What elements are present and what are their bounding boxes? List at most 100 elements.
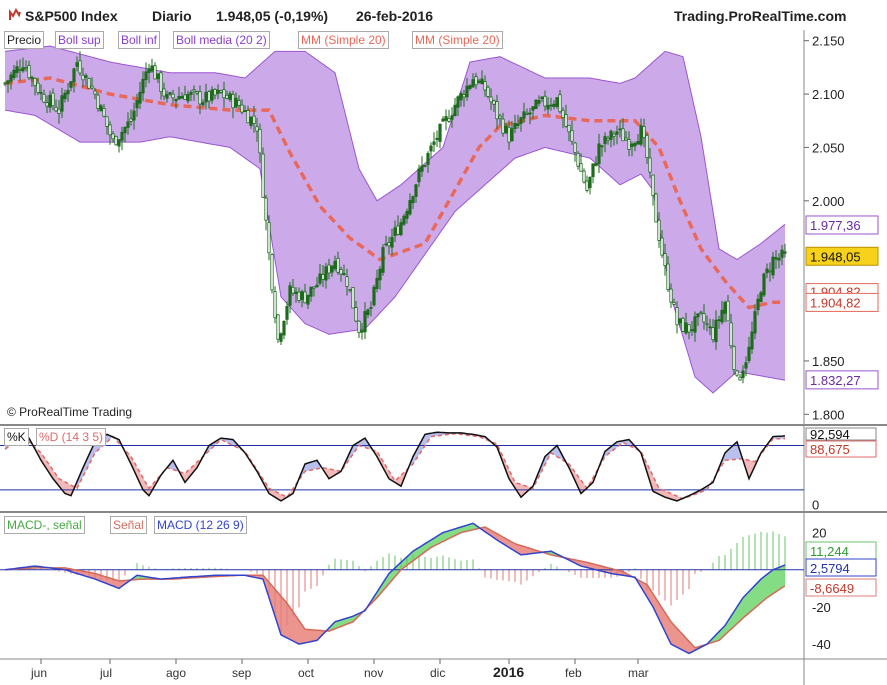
legend-d[interactable]: %D (14 3 5) xyxy=(36,428,107,446)
candle-body xyxy=(603,136,607,145)
macd-fill xyxy=(581,561,584,567)
legend-precio[interactable]: Precio xyxy=(4,31,45,49)
macd-fill xyxy=(269,582,272,607)
macd-fill xyxy=(284,599,287,638)
candle-body xyxy=(735,370,739,376)
candle-body xyxy=(567,124,571,133)
candle-body xyxy=(186,94,190,102)
macd-fill xyxy=(740,597,743,621)
macd-tag-label: 2,5794 xyxy=(810,561,850,576)
candle-body xyxy=(57,108,61,114)
candle-body xyxy=(492,100,496,105)
candle-body xyxy=(306,294,310,305)
candle-body xyxy=(174,98,178,102)
legend-macd[interactable]: MACD (12 26 9) xyxy=(154,516,247,534)
macd-fill xyxy=(608,567,611,574)
candle-body xyxy=(510,128,514,141)
candle-body xyxy=(321,274,325,280)
candle-body xyxy=(381,247,385,273)
candle-body xyxy=(297,291,301,302)
candle-body xyxy=(687,324,691,333)
legend-ma-1[interactable]: MM (Simple 20) xyxy=(298,31,389,49)
candle-body xyxy=(294,291,298,295)
macd-fill xyxy=(755,582,758,608)
candle-body xyxy=(621,128,625,142)
legend-boll-inf[interactable]: Boll inf xyxy=(118,31,161,49)
legend-boll-sup[interactable]: Boll sup xyxy=(55,31,104,49)
candle-body xyxy=(384,243,388,246)
candle-body xyxy=(447,117,451,122)
candle-body xyxy=(279,333,283,342)
legend-ma-2[interactable]: MM (Simple 20) xyxy=(412,31,503,49)
candle-body xyxy=(525,112,529,115)
candle-body xyxy=(210,89,214,101)
stoch-fill xyxy=(590,477,593,486)
candle-body xyxy=(408,200,412,215)
candle-body xyxy=(411,196,415,204)
month-label: nov xyxy=(364,666,383,680)
candle-body xyxy=(99,105,103,112)
month-label: mar xyxy=(628,666,649,680)
candle-body xyxy=(90,85,94,89)
candle-body xyxy=(777,257,781,261)
candle-body xyxy=(444,116,448,121)
legend-signal[interactable]: Señal xyxy=(110,516,147,534)
candle-body xyxy=(423,164,427,167)
candle-body xyxy=(231,94,235,109)
macd-fill xyxy=(308,629,311,643)
candle-body xyxy=(456,96,460,108)
candle-body xyxy=(336,257,340,273)
candle-body xyxy=(402,215,406,225)
candle-body xyxy=(12,69,16,79)
legend-k[interactable]: %K xyxy=(4,428,29,446)
candle-body xyxy=(222,89,226,99)
axes: 2.150 2.100 2.050 2.000 1.850 1.800 1.904,82 1.… xyxy=(30,34,879,680)
candle-body xyxy=(564,114,568,127)
candle-body xyxy=(540,96,544,100)
candle-body xyxy=(15,66,19,73)
stoch-k-line xyxy=(4,431,786,502)
macd-fill xyxy=(443,531,446,542)
legend-boll-media[interactable]: Boll media (20 2) xyxy=(173,31,270,49)
macd-fill xyxy=(413,549,416,561)
candle-body xyxy=(450,115,454,120)
candle-body xyxy=(651,174,655,197)
candle-body xyxy=(417,168,421,183)
candle-body xyxy=(96,94,100,109)
candle-body xyxy=(36,82,40,93)
candle-body xyxy=(198,91,202,105)
stoch-fill xyxy=(83,461,86,477)
candle-body xyxy=(537,100,541,104)
macd-fill xyxy=(278,592,281,635)
candle-body xyxy=(600,145,604,148)
candle-body xyxy=(441,118,445,122)
month-label: ago xyxy=(166,666,186,680)
candle-body xyxy=(405,210,409,219)
candle-body xyxy=(375,277,379,289)
candle-body xyxy=(387,242,391,247)
stoch-fill xyxy=(386,466,389,479)
candle-body xyxy=(507,126,511,143)
candle-body xyxy=(258,128,262,154)
candle-body xyxy=(702,313,706,323)
candle-body xyxy=(648,157,652,173)
candle-body xyxy=(30,76,34,80)
candle-body xyxy=(612,133,616,137)
macd-fill xyxy=(434,536,437,546)
candle-body xyxy=(111,133,115,140)
macd-fill xyxy=(515,543,518,553)
candle-body xyxy=(24,67,28,70)
candle-body xyxy=(558,94,562,113)
month-label: dic xyxy=(430,666,445,680)
candle-body xyxy=(486,86,490,97)
candle-body xyxy=(429,145,433,152)
price-chart xyxy=(3,45,787,394)
macd-fill xyxy=(104,576,107,584)
candle-body xyxy=(666,263,670,291)
legend-macd-hist[interactable]: MACD-, señal xyxy=(4,516,85,534)
candle-body xyxy=(42,93,46,103)
candle-body xyxy=(234,97,238,108)
candle-body xyxy=(192,89,196,92)
stoch-fill xyxy=(134,461,137,477)
candle-body xyxy=(696,313,700,318)
